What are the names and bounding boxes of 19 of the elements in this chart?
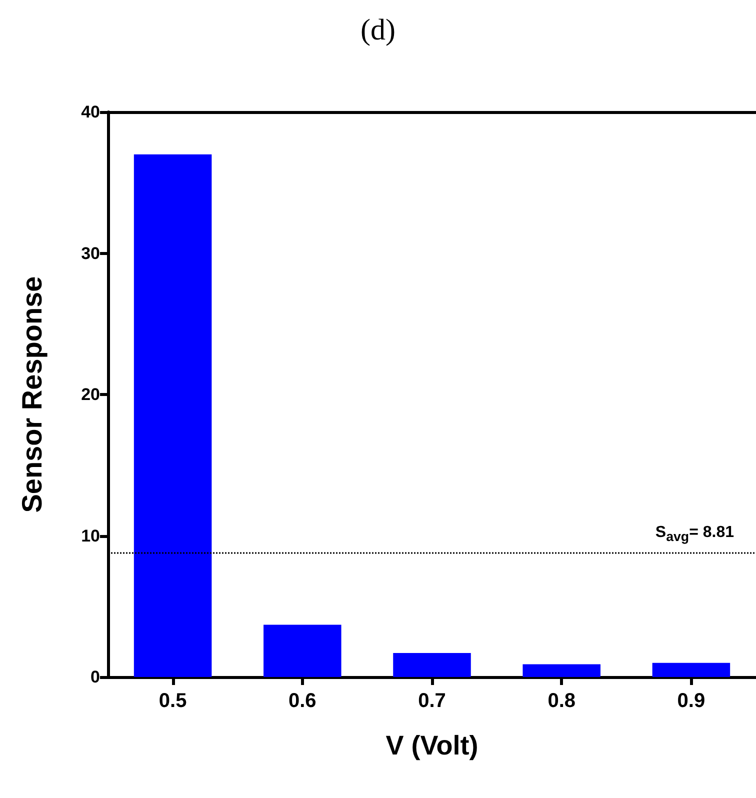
bar [134,154,212,677]
x-tick-label: 0.8 [548,690,576,712]
y-tick-label: 40 [81,102,100,122]
bar [522,664,600,677]
ref-line-label: S$_{avg}$= 8.81 [655,522,734,546]
x-tick-label: 0.9 [677,690,706,712]
x-axis-title: V (Volt) [386,730,478,760]
y-tick-label: 10 [81,526,100,546]
y-tick-label: 20 [81,385,100,404]
bar [393,652,471,677]
x-tick-label: 0.7 [418,690,446,712]
y-axis-title: Sensor Response [16,276,48,513]
x-tick-label: 0.5 [158,690,187,712]
chart-title: (d) [360,14,396,46]
y-tick-label: 0 [90,668,100,686]
x-tick-label: 0.6 [288,690,316,712]
y-tick-label: 30 [81,244,100,263]
bar [652,662,730,677]
bar [264,624,342,677]
